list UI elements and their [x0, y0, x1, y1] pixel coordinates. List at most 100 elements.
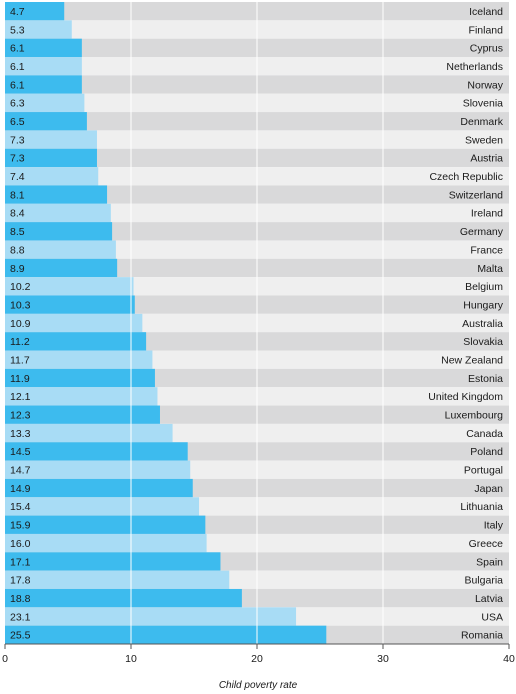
value-label: 14.9: [10, 483, 31, 495]
bar: [5, 75, 82, 94]
value-label: 16.0: [10, 538, 31, 550]
country-label: New Zealand: [441, 354, 503, 366]
value-label: 17.1: [10, 556, 31, 568]
bar: [5, 277, 134, 296]
country-label: Hungary: [463, 299, 503, 311]
bar: [5, 625, 327, 644]
value-label: 8.1: [10, 189, 25, 201]
x-axis: 0 10 20 30 40: [2, 643, 515, 665]
value-label: 12.1: [10, 391, 31, 403]
country-labels: Iceland Finland Cyprus Netherlands Norway Slo…: [428, 6, 503, 642]
bars: [5, 2, 327, 644]
bar: [5, 258, 118, 278]
bar: [5, 405, 160, 424]
bar: [5, 332, 147, 351]
bar: [5, 313, 143, 333]
country-label: Norway: [467, 79, 503, 91]
value-label: 13.3: [10, 428, 31, 440]
value-label: 10.2: [10, 281, 31, 293]
country-label: Portugal: [464, 465, 503, 477]
value-label: 7.4: [10, 171, 25, 183]
value-label: 4.7: [10, 6, 25, 18]
country-label: Poland: [470, 446, 503, 458]
bar: [5, 167, 99, 186]
country-label: Italy: [484, 520, 504, 532]
country-label: Lithuania: [460, 501, 503, 513]
bar: [5, 350, 153, 369]
country-label: Sweden: [465, 134, 503, 146]
country-label: Ireland: [471, 208, 503, 220]
bar: [5, 515, 206, 534]
country-label: Cyprus: [470, 43, 503, 55]
value-label: 8.8: [10, 244, 25, 256]
country-label: Germany: [460, 226, 504, 238]
value-label: 14.7: [10, 465, 31, 477]
country-label: Denmark: [460, 116, 503, 128]
country-label: Japan: [474, 483, 503, 495]
bar: [5, 20, 72, 39]
value-label: 6.5: [10, 116, 25, 128]
country-label: Spain: [476, 556, 503, 568]
country-label: Netherlands: [446, 61, 503, 73]
value-label: 23.1: [10, 611, 31, 623]
bar: [5, 552, 221, 571]
bar: [5, 130, 97, 149]
value-label: 12.3: [10, 410, 31, 422]
country-label: Romania: [461, 630, 503, 642]
value-label: 6.1: [10, 79, 25, 91]
value-label: 11.2: [10, 336, 30, 348]
country-label: Slovakia: [463, 336, 503, 348]
tick-label: 20: [251, 653, 263, 665]
value-label: 7.3: [10, 153, 25, 165]
bar: [5, 185, 108, 204]
bar: [5, 368, 155, 388]
value-label: 6.1: [10, 61, 25, 73]
bar: [5, 442, 188, 461]
value-label: 25.5: [10, 630, 31, 642]
tick-label: 0: [2, 653, 8, 665]
country-label: Slovenia: [463, 98, 503, 110]
value-labels: 4.7 5.3 6.1 6.1 6.1 6.3 6.5 7.3 7.3 7.4 8.1 8.4 8.5 8…: [10, 6, 31, 642]
value-label: 15.4: [10, 501, 31, 513]
bar: [5, 387, 158, 406]
bar: [5, 460, 191, 479]
country-label: Czech Republic: [429, 171, 503, 183]
value-label: 17.8: [10, 575, 31, 587]
country-label: Canada: [466, 428, 503, 440]
value-label: 6.3: [10, 98, 25, 110]
tick-label: 40: [503, 653, 515, 665]
bar: [5, 57, 82, 76]
bar: [5, 203, 111, 223]
value-label: 11.9: [10, 373, 30, 385]
value-label: 10.9: [10, 318, 31, 330]
value-label: 7.3: [10, 134, 25, 146]
bar: [5, 570, 230, 589]
value-label: 11.7: [10, 354, 30, 366]
bar: [5, 222, 113, 241]
country-label: Malta: [477, 263, 503, 275]
country-label: USA: [481, 611, 503, 623]
bar: [5, 607, 297, 626]
value-label: 5.3: [10, 24, 25, 36]
bar: [5, 588, 242, 608]
country-label: Finland: [469, 24, 504, 36]
value-label: 8.9: [10, 263, 25, 275]
value-label: 14.5: [10, 446, 31, 458]
country-label: Belgium: [465, 281, 503, 293]
value-label: 15.9: [10, 520, 31, 532]
country-label: France: [470, 244, 503, 256]
country-label: United Kingdom: [428, 391, 503, 403]
value-label: 18.8: [10, 593, 31, 605]
gridlines: [130, 2, 384, 644]
country-label: Iceland: [469, 6, 503, 18]
bar: [5, 38, 82, 58]
bar: [5, 148, 97, 168]
country-label: Latvia: [475, 593, 503, 605]
country-label: Bulgaria: [464, 575, 503, 587]
bar: [5, 295, 135, 314]
tick-label: 10: [125, 653, 137, 665]
bar: [5, 533, 207, 553]
country-label: Estonia: [468, 373, 503, 385]
value-label: 8.4: [10, 208, 25, 220]
